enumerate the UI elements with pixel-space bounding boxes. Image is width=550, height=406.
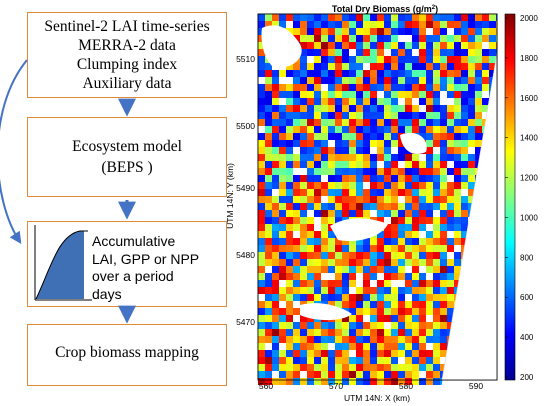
input-line-1: Sentinel-2 LAI time-series [44, 18, 210, 35]
x-tick-labels: 560 570 580 590 [259, 381, 483, 391]
colorbar-tick-1800: 1800 [520, 54, 538, 63]
y-tick-5490: 5490 [236, 183, 255, 193]
colorbar-tick-200: 200 [520, 373, 534, 382]
output-label: Crop biomass mapping [55, 344, 199, 361]
accumulation-curve-icon [34, 225, 92, 301]
colorbar [504, 13, 516, 381]
colorbar-tick-1400: 1400 [520, 134, 538, 143]
map-title: Total Dry Biomass (g/m2) [332, 4, 438, 14]
colorbar-tick-2000: 2000 [520, 14, 538, 23]
x-tick-560: 560 [259, 381, 273, 391]
map-white-patches [261, 25, 427, 321]
model-line-1: Ecosystem model [72, 138, 182, 155]
y-tick-labels: 5470 5480 5490 5500 5510 [236, 54, 255, 327]
accum-line-2: LAI, GPP or NPP [92, 250, 200, 267]
colorbar-tick-800: 800 [520, 253, 534, 262]
colorbar-tick-600: 600 [520, 293, 534, 302]
model-line-2: (BEPS ) [101, 159, 153, 176]
colorbar-tick-labels: 200 400 600 800 1000 1200 1400 1600 1800 2000 [505, 14, 538, 382]
biomass-mapping-box: Crop biomass mapping [27, 324, 227, 386]
map-xlabel: UTM 14N: X (km) [344, 393, 410, 403]
colorbar-tick-1200: 1200 [520, 174, 538, 183]
map-ylabel: UTM 14N: Y (km) [225, 163, 235, 229]
x-tick-580: 580 [399, 381, 413, 391]
feedback-curve-arrow [0, 59, 28, 244]
accum-line-3: over a period [92, 268, 174, 284]
x-tick-590: 590 [469, 381, 483, 391]
y-tick-5470: 5470 [236, 317, 255, 327]
colorbar-tick-400: 400 [520, 333, 534, 342]
accum-line-1: Accumulative [92, 233, 176, 249]
ecosystem-model-box: Ecosystem model (BEPS ) [27, 117, 227, 197]
input-line-2: MERRA-2 data [78, 37, 176, 54]
input-line-4: Auxiliary data [82, 75, 172, 92]
input-data-box: Sentinel-2 LAI time-series MERRA-2 data … [27, 12, 227, 98]
x-tick-570: 570 [329, 381, 343, 391]
accumulation-label: Accumulative LAI, GPP or NPP over a peri… [92, 233, 199, 303]
colorbar-tick-1600: 1600 [520, 94, 538, 103]
accum-line-4: days [92, 285, 122, 302]
colorbar-tick-1000: 1000 [520, 213, 538, 222]
y-tick-5500: 5500 [236, 121, 255, 131]
input-line-3: Clumping index [76, 56, 178, 73]
accumulation-box: Accumulative LAI, GPP or NPP over a peri… [27, 221, 227, 307]
y-tick-5480: 5480 [236, 250, 255, 260]
y-tick-5510: 5510 [236, 54, 255, 64]
